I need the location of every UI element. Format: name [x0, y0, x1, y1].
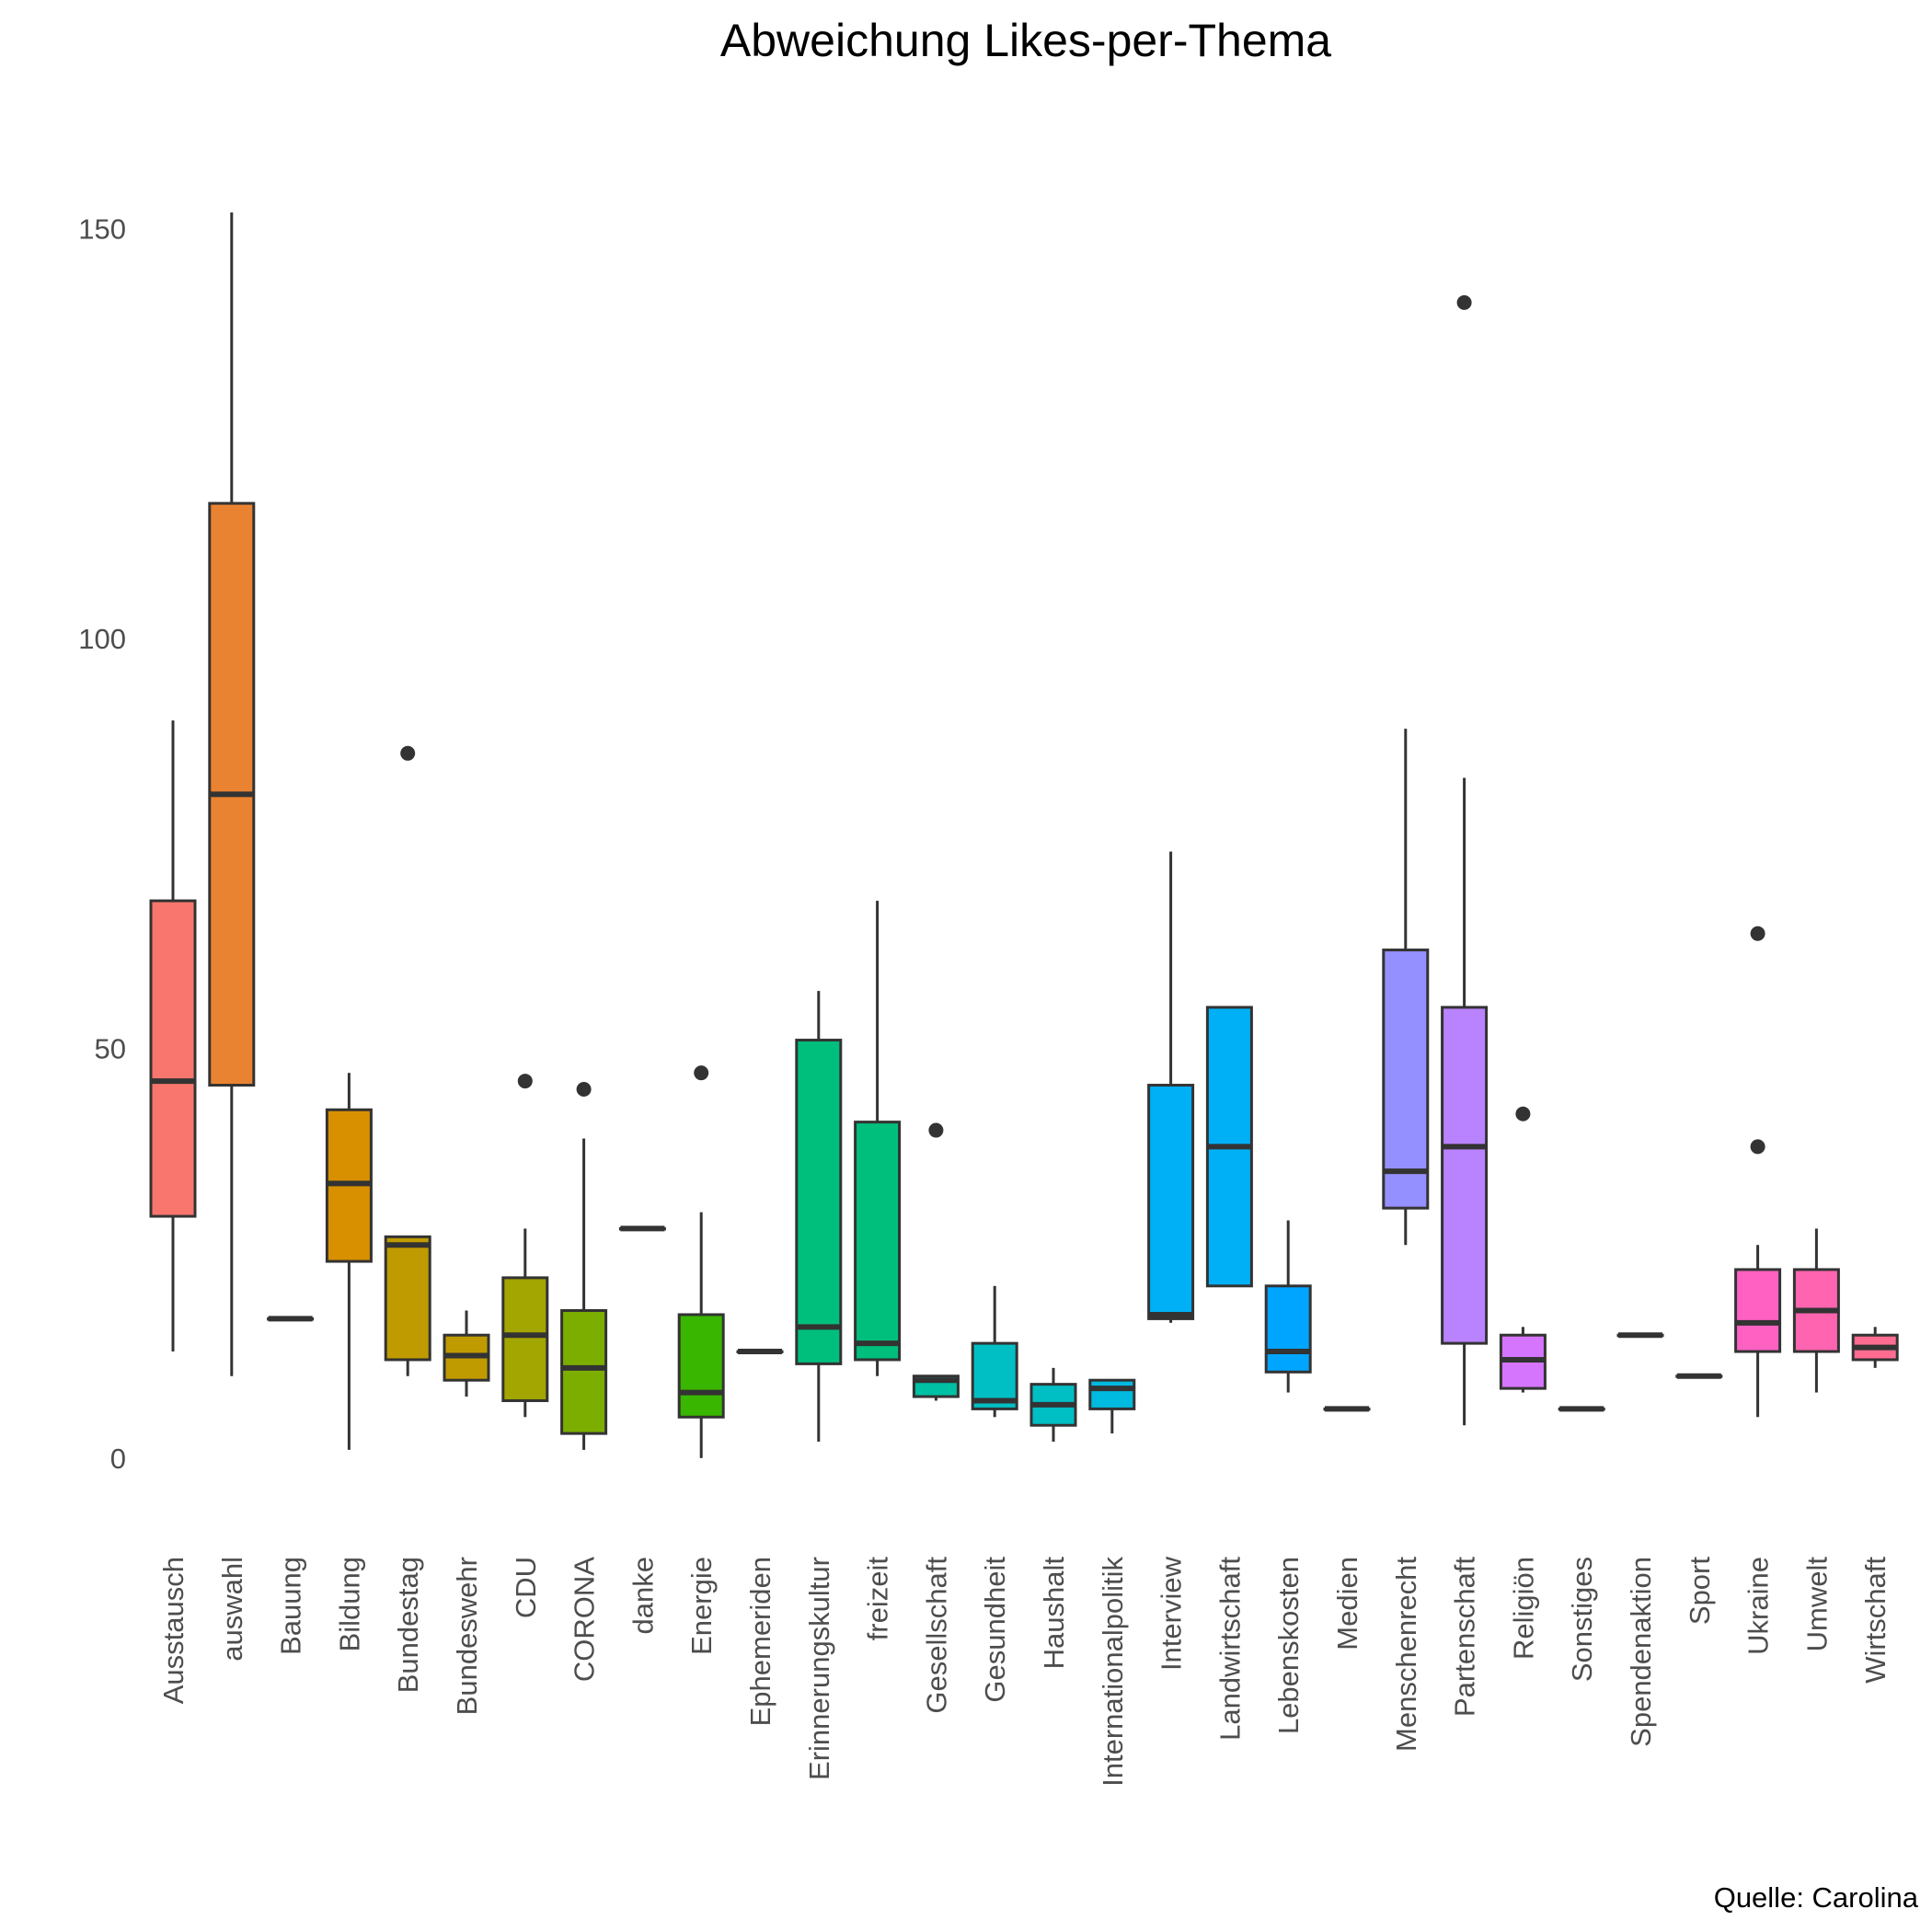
box-group — [618, 1225, 666, 1232]
box-group — [736, 1349, 784, 1355]
box — [1088, 1378, 1136, 1410]
box-group — [1616, 1332, 1664, 1339]
box — [1382, 949, 1430, 1210]
x-tick-label: Bildung — [333, 1557, 365, 1651]
x-tick-label: CORONA — [569, 1557, 601, 1682]
box-group — [208, 212, 256, 1376]
box — [677, 1313, 725, 1419]
x-tick-label: Bundeswehr — [451, 1557, 483, 1715]
x-tick-label: Haushalt — [1038, 1557, 1070, 1670]
chart-title: Abweichung Likes-per-Thema — [720, 15, 1331, 66]
x-tick-label: Wirtschaft — [1859, 1557, 1892, 1684]
box-group — [1734, 926, 1782, 1418]
box-group — [384, 745, 431, 1376]
outlier-point — [1456, 294, 1472, 310]
box-series — [149, 212, 1899, 1458]
box — [1147, 1084, 1195, 1320]
box-group — [267, 1316, 315, 1322]
box-group — [971, 1285, 1018, 1418]
y-tick-label: 150 — [78, 213, 126, 246]
x-tick-label: Ukraine — [1742, 1557, 1775, 1655]
x-tick-label: Gesellschaft — [920, 1557, 952, 1714]
box-group — [325, 1073, 373, 1450]
box — [501, 1276, 549, 1402]
x-tick-label: freizeit — [862, 1557, 894, 1641]
x-tick-label: CDU — [510, 1557, 542, 1618]
box-group — [854, 901, 902, 1376]
box — [795, 1039, 843, 1365]
outlier-point — [928, 1122, 944, 1138]
box-group — [1441, 294, 1489, 1426]
x-tick-label: Erinnerungskultur — [803, 1557, 835, 1780]
x-tick-label: Spendenaktion — [1625, 1557, 1657, 1747]
y-tick-label: 100 — [78, 623, 126, 655]
outlier-point — [1750, 926, 1765, 941]
box — [384, 1235, 431, 1362]
x-axis: Ausstausch auswahl Bauung Bildung Bundestag B… — [157, 1556, 1892, 1787]
box-group — [1205, 1006, 1253, 1288]
box-group — [1499, 1106, 1547, 1393]
box — [1734, 1268, 1782, 1353]
x-tick-label: Ephemeriden — [744, 1557, 776, 1726]
outlier-point — [694, 1065, 709, 1081]
box — [1441, 1006, 1489, 1345]
x-tick-label: Landwirtschaft — [1213, 1557, 1246, 1741]
outlier-point — [1750, 1139, 1765, 1155]
outlier-point — [576, 1082, 592, 1097]
outlier-point — [517, 1074, 533, 1089]
box-group — [1675, 1373, 1723, 1379]
box-group — [1792, 1228, 1840, 1393]
box-group — [1147, 851, 1195, 1323]
x-tick-label: danke — [627, 1557, 659, 1634]
box-group — [1264, 1220, 1312, 1393]
chart-caption: Quelle: Carolina — [1714, 1881, 1919, 1914]
box-group — [795, 991, 843, 1443]
x-tick-label: Medien — [1331, 1557, 1363, 1650]
y-tick-label: 50 — [95, 1032, 126, 1064]
x-tick-label: Lebenskosten — [1272, 1557, 1305, 1734]
box-group — [501, 1074, 549, 1418]
x-tick-label: Energie — [685, 1557, 718, 1655]
x-tick-label: Ausstausch — [157, 1557, 190, 1704]
box-group — [443, 1310, 490, 1397]
box — [560, 1309, 608, 1435]
x-tick-label: auswahl — [216, 1557, 248, 1662]
y-tick-label: 0 — [110, 1443, 126, 1475]
x-tick-label: Partenschaft — [1449, 1557, 1481, 1717]
x-tick-label: Sport — [1684, 1557, 1716, 1625]
x-tick-label: Sonstiges — [1566, 1557, 1598, 1682]
x-tick-label: Internationalpolitik — [1097, 1557, 1129, 1787]
x-tick-label: Menschenrecht — [1390, 1557, 1422, 1752]
box — [1264, 1284, 1312, 1374]
box-group — [149, 720, 197, 1352]
x-tick-label: Bundestag — [392, 1557, 424, 1693]
box-group — [677, 1065, 725, 1458]
y-axis: 0 50 100 150 — [78, 213, 126, 1475]
outlier-point — [1515, 1106, 1531, 1121]
x-tick-label: Bauung — [275, 1557, 307, 1655]
x-tick-label: Religiön — [1507, 1557, 1539, 1660]
box — [149, 899, 197, 1218]
outlier-point — [400, 745, 416, 761]
box-group — [1382, 729, 1430, 1246]
box-group — [1851, 1327, 1899, 1368]
box-group — [1029, 1367, 1077, 1443]
x-tick-label: Umwelt — [1800, 1557, 1833, 1652]
x-tick-label: Interview — [1156, 1556, 1188, 1671]
box-group — [560, 1082, 608, 1450]
box — [854, 1121, 902, 1362]
box-group — [1088, 1378, 1136, 1434]
box-group — [912, 1122, 960, 1401]
x-tick-label: Gesundheit — [979, 1557, 1011, 1703]
